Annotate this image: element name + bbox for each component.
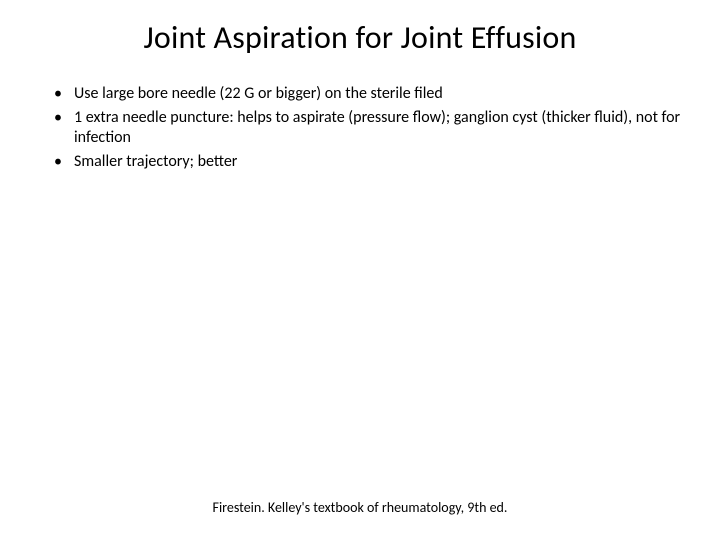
- bullet-item: Smaller trajectory; better: [50, 152, 690, 172]
- slide: Joint Aspiration for Joint Effusion Use …: [0, 0, 720, 540]
- slide-footer-citation: Firestein. Kelley's textbook of rheumato…: [0, 499, 720, 516]
- slide-title: Joint Aspiration for Joint Effusion: [0, 18, 720, 57]
- bullet-list: Use large bore needle (22 G or bigger) o…: [50, 84, 690, 176]
- bullet-item: Use large bore needle (22 G or bigger) o…: [50, 84, 690, 104]
- bullet-item: 1 extra needle puncture: helps to aspira…: [50, 108, 690, 148]
